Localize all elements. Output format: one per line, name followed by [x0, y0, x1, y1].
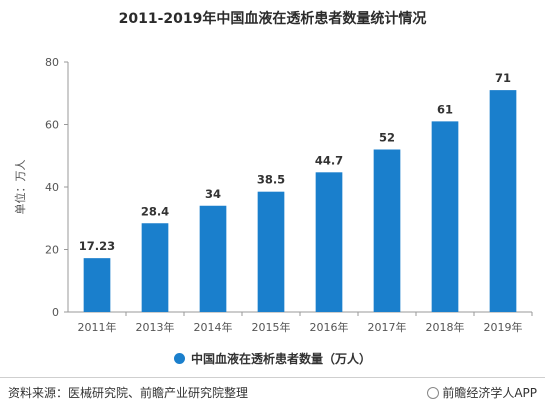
value-label: 34 [205, 187, 221, 201]
legend-label: 中国血液在透析患者数量（万人） [190, 352, 371, 366]
y-tick-label: 0 [52, 306, 59, 319]
value-label: 52 [379, 131, 395, 145]
footer-divider [0, 377, 545, 378]
x-tick-label: 2016年 [310, 320, 349, 334]
value-label: 71 [495, 71, 511, 85]
y-tick-label: 60 [45, 119, 59, 132]
bar [489, 90, 517, 312]
x-tick-label: 2014年 [194, 320, 233, 334]
value-label: 61 [437, 102, 453, 116]
bar [199, 205, 227, 312]
bar [83, 258, 111, 312]
bar [257, 191, 285, 312]
x-tick-label: 2017年 [368, 320, 407, 334]
x-tick-label: 2015年 [252, 320, 291, 334]
bar [315, 172, 343, 312]
y-tick-label: 20 [45, 244, 59, 257]
chart-title: 2011-2019年中国血液在透析患者数量统计情况 [118, 11, 427, 27]
value-label: 44.7 [315, 153, 343, 167]
x-tick-label: 2018年 [426, 320, 465, 334]
x-tick-label: 2013年 [136, 320, 175, 334]
source-note: 资料来源：医械研究院、前瞻产业研究院整理 [8, 386, 249, 400]
value-label: 17.23 [79, 239, 115, 253]
y-tick-label: 40 [45, 181, 59, 194]
legend: 中国血液在透析患者数量（万人） [0, 350, 545, 367]
legend-marker [173, 353, 185, 364]
bar [431, 121, 459, 312]
value-label: 28.4 [141, 204, 169, 218]
x-tick-label: 2011年 [78, 320, 117, 334]
value-label: 38.5 [257, 173, 285, 187]
bar [373, 149, 401, 312]
x-tick-label: 2019年 [484, 320, 523, 334]
at-icon [427, 387, 440, 399]
y-tick-label: 80 [45, 56, 59, 69]
brand-credit: 前瞻经济学人APP [427, 384, 537, 401]
brand-label: 前瞻经济学人APP [442, 386, 537, 400]
y-axis-label: 单位：万人 [13, 160, 27, 215]
bar [141, 223, 169, 312]
